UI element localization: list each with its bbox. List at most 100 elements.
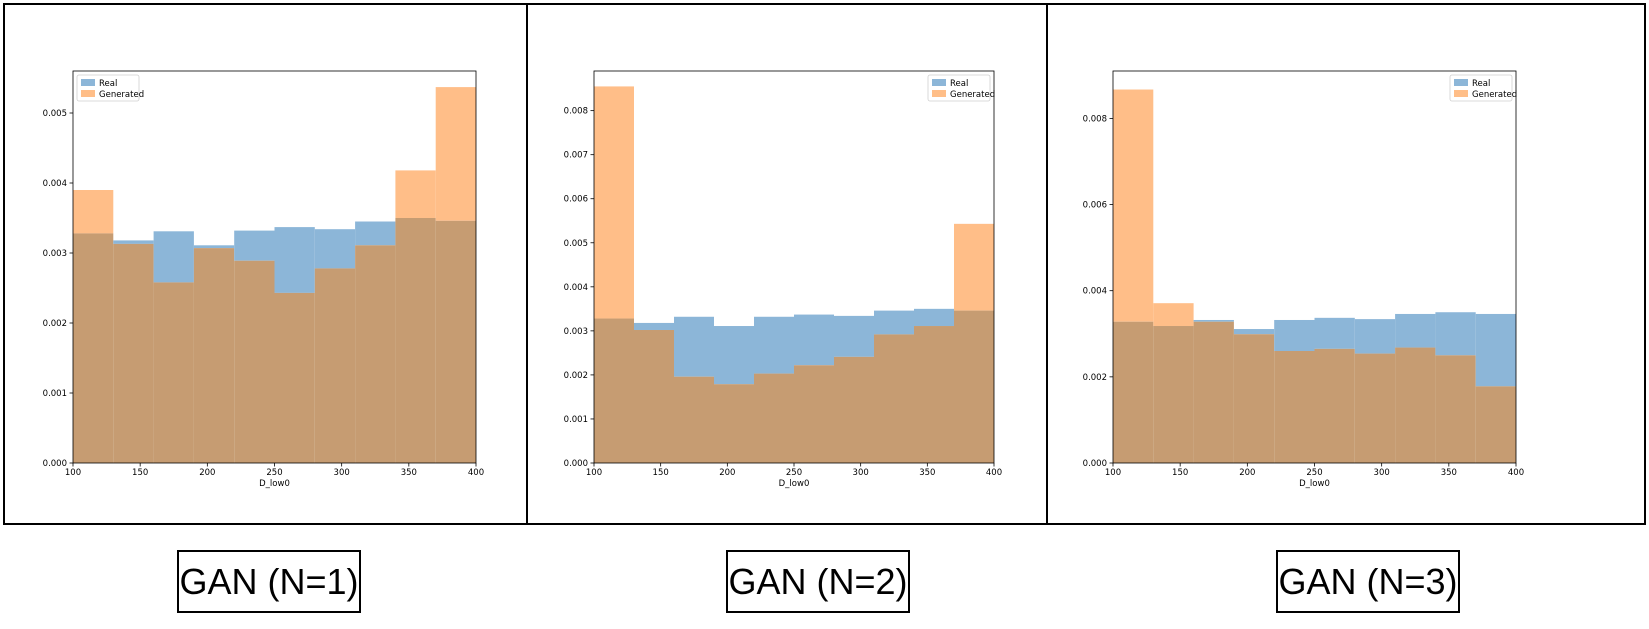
real-bar-top: [1274, 319, 1315, 351]
real-bar-top: [314, 229, 356, 269]
overlap-bar: [153, 282, 194, 463]
overlap-bar: [914, 326, 954, 463]
x-tick-label: 400: [1508, 468, 1524, 478]
overlap-bar: [1395, 347, 1436, 463]
legend-label-generated: Generated: [1472, 90, 1517, 100]
y-tick-label: 0.000: [43, 459, 67, 469]
overlap-bar: [874, 334, 914, 463]
overlap-bar: [714, 384, 754, 463]
chart-panel-n1: 100 150 200 250 300 350 400 0.000 0.001 0.002 0.00…: [3, 3, 528, 525]
real-bar-top: [794, 314, 834, 366]
overlap-bar: [1314, 348, 1355, 463]
overlap-bar: [193, 248, 235, 463]
chart-panel-n2: 100 150 200 250 300 350 400 0.000 0.001 0.002 0.00…: [526, 3, 1048, 525]
overlap-bar: [355, 245, 396, 463]
caption-n1: GAN (N=1): [177, 550, 361, 613]
overlap-bar: [1354, 353, 1396, 463]
legend-swatch-real: [81, 79, 95, 86]
y-tick-label: 0.008: [1083, 114, 1107, 124]
y-tick-label: 0.002: [564, 371, 588, 381]
overlap-bar: [1233, 334, 1275, 463]
real-bar-top: [1435, 312, 1476, 356]
overlap-bar: [314, 268, 356, 463]
x-tick-label: 250: [1306, 468, 1322, 478]
overlap-bar: [1274, 351, 1315, 463]
y-tick-label: 0.007: [564, 151, 588, 161]
y-tick-label: 0.008: [564, 107, 588, 117]
overlap-bar: [754, 373, 794, 463]
real-bar-top: [1193, 319, 1234, 322]
legend-swatch-generated: [932, 90, 946, 97]
chart-svg-n1: 100 150 200 250 300 350 400 0.000 0.001 0.002 0.00…: [43, 70, 484, 489]
overlap-bar: [435, 220, 476, 463]
x-tick-label: 350: [1441, 468, 1457, 478]
y-tick-label: 0.000: [564, 459, 588, 469]
real-bar-top: [674, 316, 714, 377]
x-tick-label: 200: [1239, 468, 1255, 478]
overlap-bar: [634, 329, 674, 463]
overlap-bar: [113, 243, 154, 463]
y-tick-label: 0.003: [564, 327, 588, 337]
y-tick-label: 0.004: [564, 283, 588, 293]
y-tick-label: 0.004: [43, 179, 67, 189]
y-tick-label: 0.003: [43, 249, 67, 259]
overlap-bar: [674, 376, 714, 463]
real-bar-top: [274, 227, 315, 293]
real-bar-top: [234, 230, 275, 261]
x-tick-label: 250: [266, 468, 282, 478]
real-bar-top: [1475, 313, 1516, 387]
chart-svg-n2: 100 150 200 250 300 350 400 0.000 0.001 0.002 0.00…: [564, 70, 1002, 489]
real-bar-top: [355, 221, 396, 246]
overlap-bar: [274, 292, 315, 463]
legend-swatch-generated: [1454, 90, 1468, 97]
x-tick-label: 350: [919, 468, 935, 478]
real-bar-top: [1354, 319, 1396, 354]
overlap-bar: [794, 365, 834, 463]
real-bar-top: [193, 245, 235, 249]
real-bar-top: [714, 326, 754, 385]
overlap-bar: [234, 260, 275, 463]
x-axis-label: D_low0: [259, 479, 290, 489]
x-axis-label: D_low0: [779, 479, 810, 489]
generated-bar-top: [594, 86, 634, 319]
x-tick-label: 400: [468, 468, 484, 478]
chart-panel-n3: 100 150 200 250 300 350 400 0.000 0.002 0.004 0.00…: [1046, 3, 1646, 525]
y-tick-label: 0.004: [1083, 287, 1107, 297]
x-tick-label: 400: [986, 468, 1002, 478]
real-bar-top: [834, 315, 874, 357]
legend-label-real: Real: [950, 79, 968, 89]
caption-n2: GAN (N=2): [726, 550, 910, 613]
legend-label-generated: Generated: [99, 90, 144, 100]
generated-bar-top: [73, 190, 114, 234]
x-tick-label: 300: [1374, 468, 1390, 478]
real-bar-top: [1233, 329, 1275, 335]
x-tick-label: 100: [586, 468, 602, 478]
y-tick-label: 0.006: [564, 195, 588, 205]
overlap-bar: [594, 318, 634, 463]
generated-bar-top: [435, 87, 476, 221]
y-tick-label: 0.005: [564, 239, 588, 249]
overlap-bar: [73, 233, 114, 463]
generated-bar-top: [954, 223, 994, 311]
overlap-bar: [1475, 386, 1516, 463]
real-bar-top: [914, 308, 954, 327]
y-tick-label: 0.005: [43, 109, 67, 119]
real-bar-top: [874, 310, 914, 335]
legend-label-real: Real: [1472, 79, 1490, 89]
y-tick-label: 0.000: [1083, 459, 1107, 469]
x-tick-label: 350: [401, 468, 417, 478]
y-tick-label: 0.001: [43, 389, 67, 399]
overlap-bar: [1435, 355, 1476, 463]
x-tick-label: 200: [199, 468, 215, 478]
generated-bar-top: [1153, 303, 1194, 327]
real-bar-top: [153, 231, 194, 283]
x-axis-label: D_low0: [1299, 479, 1330, 489]
x-tick-label: 150: [132, 468, 148, 478]
chart-svg-n3: 100 150 200 250 300 350 400 0.000 0.002 0.004 0.00…: [1083, 70, 1524, 489]
x-tick-label: 100: [65, 468, 81, 478]
x-tick-label: 200: [719, 468, 735, 478]
overlap-bar: [1153, 326, 1194, 463]
y-tick-label: 0.002: [1083, 373, 1107, 383]
legend-swatch-real: [932, 79, 946, 86]
real-bar-top: [754, 316, 794, 374]
